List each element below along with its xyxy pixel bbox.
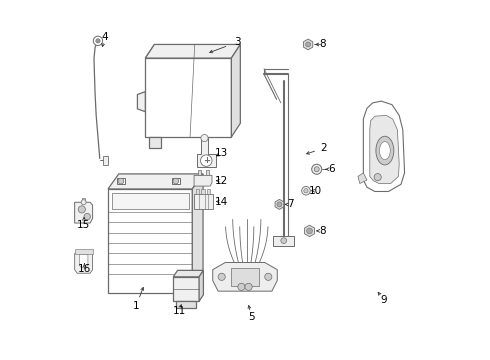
Polygon shape [207,189,210,194]
Circle shape [218,273,225,280]
Circle shape [302,186,310,195]
Polygon shape [305,225,315,237]
Text: 8: 8 [319,40,326,49]
Circle shape [281,238,287,243]
Polygon shape [205,170,209,175]
Circle shape [307,228,313,234]
Polygon shape [196,189,199,194]
Text: 1: 1 [133,301,139,311]
Circle shape [96,39,100,43]
Polygon shape [194,175,212,186]
Polygon shape [275,199,284,210]
Text: 13: 13 [215,148,228,158]
Circle shape [277,202,282,207]
Polygon shape [370,116,399,184]
Polygon shape [197,138,216,167]
Polygon shape [74,249,93,253]
Polygon shape [201,189,205,194]
Polygon shape [74,253,93,273]
Polygon shape [146,58,231,137]
Polygon shape [194,194,213,209]
Circle shape [374,174,381,181]
Ellipse shape [376,136,394,165]
Polygon shape [149,137,161,148]
FancyBboxPatch shape [112,193,189,209]
Circle shape [245,283,252,291]
Circle shape [306,42,311,47]
Polygon shape [213,262,277,291]
Circle shape [238,283,245,291]
Circle shape [314,167,319,172]
Circle shape [265,273,272,280]
Polygon shape [273,235,294,246]
Text: 4: 4 [101,32,108,41]
Polygon shape [146,44,240,58]
Polygon shape [173,270,203,277]
Circle shape [201,134,208,141]
Polygon shape [364,101,405,192]
Text: 7: 7 [288,199,294,210]
Text: 6: 6 [328,164,334,174]
Text: 3: 3 [235,37,241,47]
Circle shape [93,36,102,45]
Polygon shape [74,202,93,223]
Text: 14: 14 [215,197,228,207]
Circle shape [81,200,86,205]
Text: 16: 16 [78,264,91,274]
Polygon shape [303,39,313,50]
FancyBboxPatch shape [172,178,180,184]
Polygon shape [103,156,108,165]
Text: 2: 2 [320,143,326,153]
Text: 8: 8 [319,226,325,236]
Text: 9: 9 [381,295,388,305]
Circle shape [84,213,91,220]
Polygon shape [108,189,192,293]
Circle shape [200,155,212,166]
Text: 11: 11 [172,306,186,316]
Polygon shape [79,254,88,268]
Text: 10: 10 [309,186,322,196]
Polygon shape [137,92,146,112]
FancyBboxPatch shape [117,178,125,184]
Polygon shape [192,174,203,293]
Polygon shape [176,301,196,308]
Circle shape [118,178,124,184]
Circle shape [173,178,179,184]
Polygon shape [108,174,203,189]
Circle shape [312,164,322,174]
Polygon shape [173,277,199,301]
Circle shape [78,206,85,213]
Polygon shape [358,173,367,184]
Text: 15: 15 [77,220,90,230]
Polygon shape [231,268,259,286]
Circle shape [304,189,308,193]
Polygon shape [199,270,203,301]
Text: 5: 5 [248,312,255,322]
Text: +: + [203,156,210,165]
Polygon shape [231,44,240,137]
Polygon shape [198,170,201,175]
Ellipse shape [379,141,390,159]
Text: 12: 12 [215,176,228,186]
Polygon shape [82,198,85,202]
